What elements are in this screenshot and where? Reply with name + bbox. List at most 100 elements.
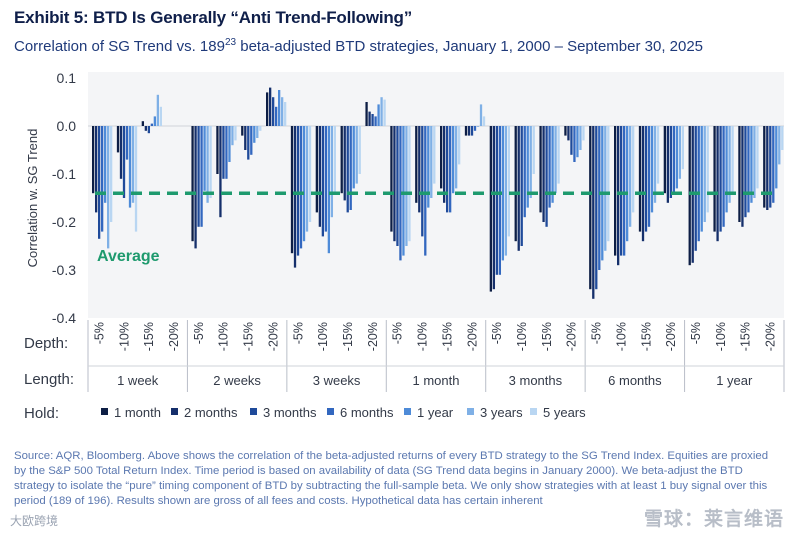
bar [374,116,377,126]
bar [427,126,430,208]
bar [231,126,234,146]
bar [209,126,212,198]
bar [107,126,110,249]
bar [222,126,225,179]
legend-label: 1 year [417,405,454,420]
bar [333,126,337,194]
bar [216,126,219,174]
legend-label: 3 months [263,405,317,420]
bar [415,126,418,203]
bar [156,94,160,126]
legend-swatch [467,408,474,415]
bar [489,126,493,292]
bar [656,126,660,184]
bar [458,126,461,165]
bar [95,126,98,213]
bar [650,126,654,213]
bar [504,126,508,256]
depth-tick-label: -20% [366,322,380,351]
bar [343,126,346,201]
bar [104,126,107,203]
bar [228,126,231,162]
bar [443,126,446,203]
bar [440,126,443,189]
bar [763,126,766,208]
depth-tick-label: -20% [764,322,778,351]
bar [368,111,371,126]
bar [247,126,250,160]
bar [430,126,433,198]
bar [402,126,405,256]
bar [479,104,483,126]
bar [576,126,579,158]
bar [253,126,256,143]
bar [330,126,334,218]
depth-tick-label: -5% [490,322,504,344]
bar [564,126,567,136]
bar [125,126,129,160]
bar [305,126,309,232]
bar [340,126,343,194]
bar [675,126,679,189]
bar [405,126,408,246]
bar [421,126,424,237]
bar [315,126,319,213]
bar [769,126,772,208]
bar [225,126,228,179]
bar [570,126,573,155]
bar [98,126,101,239]
legend-label: 3 years [480,405,523,420]
legend-label: 2 months [184,405,238,420]
bar [595,126,598,290]
bar-chart: 0.1 0.0 -0.1 -0.2 -0.3 -0.4 Correlation w. SG … [24,70,785,422]
bar [467,126,471,136]
length-label: 3 months [509,373,563,388]
bar [122,126,126,198]
bar [778,126,781,165]
y-tick-label: 0.1 [57,70,77,86]
depth-tick-label: -10% [117,322,131,351]
bar [573,126,576,162]
bar [719,126,722,232]
bar [134,126,138,232]
bar [495,126,499,275]
depth-tick-label: -15% [242,322,256,351]
bar [498,126,502,275]
depth-tick-label: -20% [465,322,479,351]
bar [713,126,716,232]
bar [141,121,145,126]
bar [455,126,458,189]
depth-tick-label: -10% [416,322,430,351]
bar [567,126,570,141]
bar [206,126,209,203]
depth-tick-label: -20% [565,322,579,351]
depth-tick-label: -10% [614,322,628,351]
bar [241,126,244,136]
bar [632,126,635,213]
depth-tick-label: -15% [639,322,653,351]
bar [694,126,697,251]
bar [318,126,322,227]
bar [365,102,368,126]
bar [647,126,651,227]
depth-row-label: Depth: [24,335,68,352]
length-label: 1 week [117,373,159,388]
bar [620,126,623,256]
bar [598,126,601,270]
bar [269,87,272,126]
bar [308,126,312,222]
bar [653,126,657,203]
bar [772,126,775,203]
bar [281,97,284,126]
bar [669,126,673,198]
subtitle-footnote-ref: 23 [224,37,237,48]
bar [321,126,325,237]
bar [383,99,386,126]
hold-row-label: Hold: [24,405,59,422]
length-label: 6 months [608,373,662,388]
bar [482,116,486,126]
y-tick-label: -0.3 [52,262,76,278]
bar [545,126,548,227]
subtitle-text: Correlation of SG Trend vs. 189 [14,38,225,55]
bar [299,126,303,249]
